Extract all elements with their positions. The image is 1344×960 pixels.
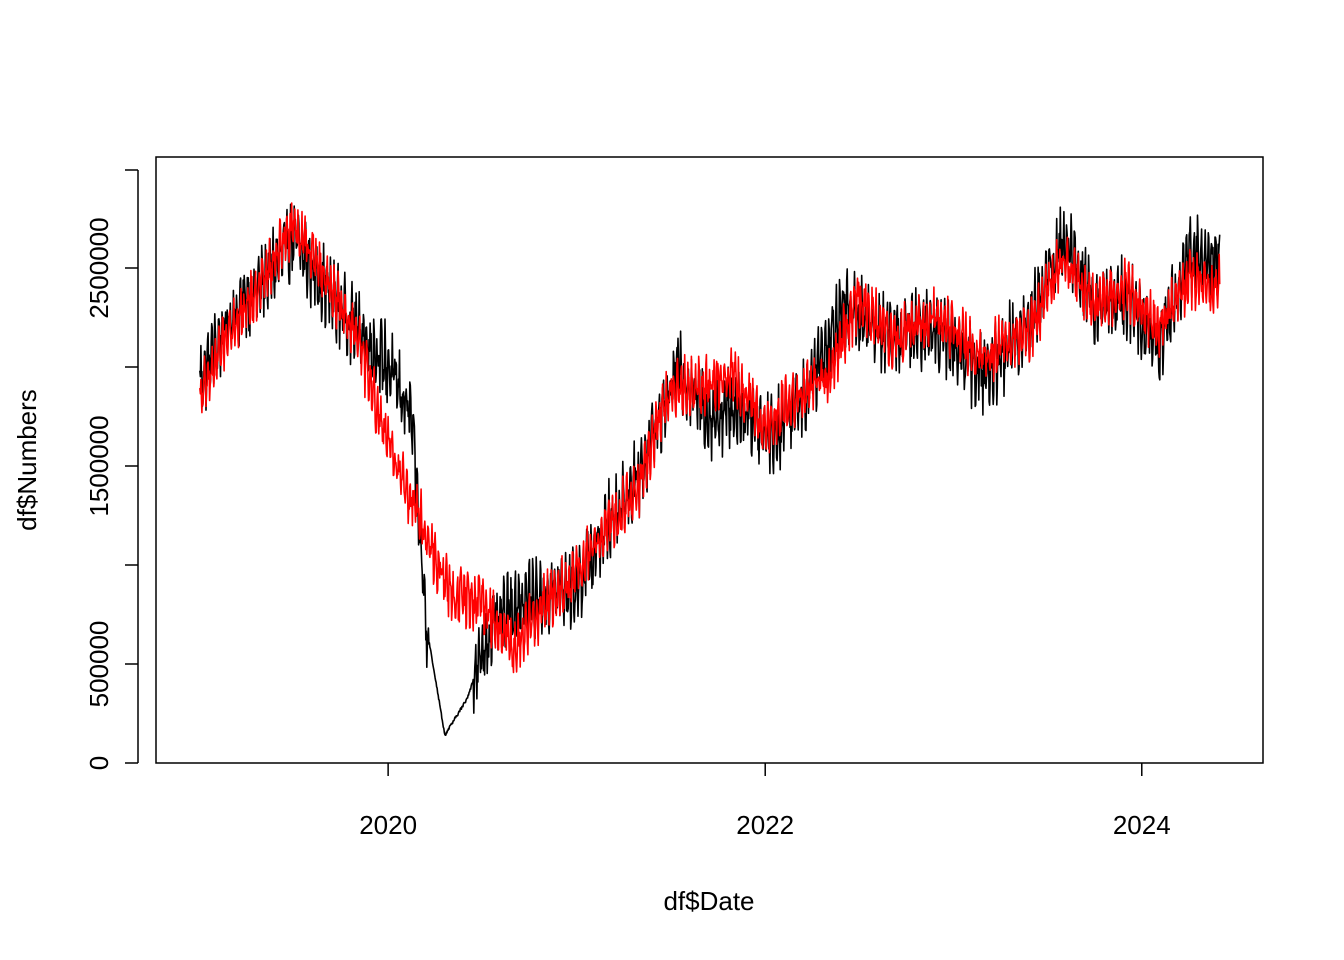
y-axis-title: df$Numbers xyxy=(12,389,42,531)
y-tick-label: 500000 xyxy=(84,621,114,708)
x-tick-label: 2024 xyxy=(1113,810,1171,840)
y-tick-label: 0 xyxy=(84,756,114,770)
y-tick-label: 1500000 xyxy=(84,415,114,516)
y-axis: 0 500000 1500000 2500000 xyxy=(84,169,139,770)
series-1-line xyxy=(199,202,1221,674)
x-axis: 2020 2022 2024 xyxy=(359,763,1171,840)
y-tick-label: 2500000 xyxy=(84,217,114,318)
x-tick-label: 2022 xyxy=(736,810,794,840)
series-layer xyxy=(199,202,1221,736)
x-tick-label: 2020 xyxy=(359,810,417,840)
x-axis-title: df$Date xyxy=(663,886,754,916)
series-0-line xyxy=(199,203,1221,736)
plot-frame xyxy=(155,156,1264,764)
